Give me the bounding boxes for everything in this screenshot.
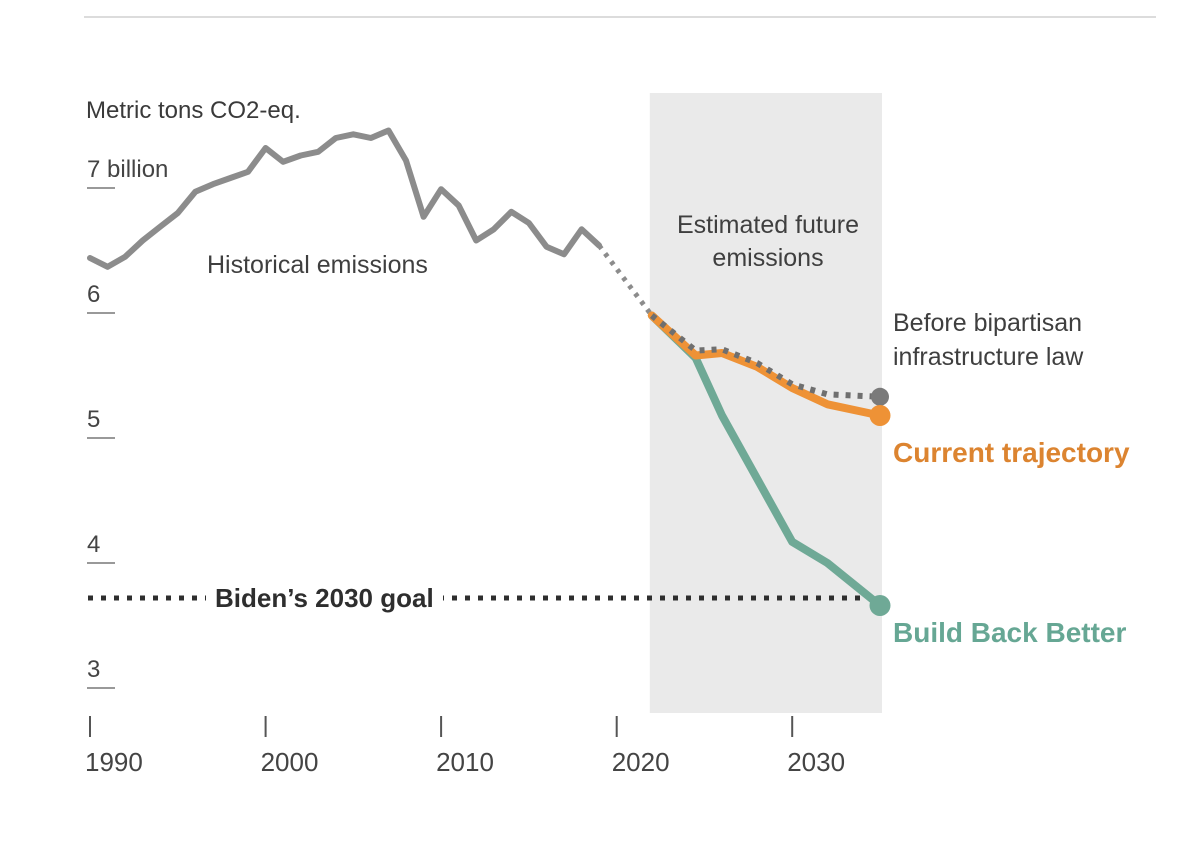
x-tick-label-2010: 2010	[436, 747, 494, 777]
current-trajectory-label: Current trajectory	[893, 437, 1130, 468]
y-tick-label-7: 7 billion	[87, 156, 168, 183]
y-tick-label-6: 6	[87, 281, 100, 308]
before-infrastructure-law-label: Before bipartisan infrastructure law	[893, 309, 1084, 371]
future-region-shading	[649, 93, 882, 713]
y-tick-label-4: 4	[87, 531, 100, 558]
historical-emissions-label: Historical emissions	[207, 251, 428, 279]
x-tick-label-2020: 2020	[612, 747, 670, 777]
top-divider-rule	[84, 16, 1156, 18]
biden-2030-goal-label: Biden’s 2030 goal	[206, 583, 443, 613]
x-tick-label-1990: 1990	[85, 747, 143, 777]
series-build-back-better-end-dot	[869, 595, 891, 616]
x-tick-label-2030: 2030	[787, 747, 845, 777]
series-current-trajectory-line	[647, 311, 884, 420]
series-estimated-recent-connector-line	[597, 243, 654, 318]
build-back-better-label: Build Back Better	[893, 617, 1127, 648]
series-current-trajectory-end-dot	[869, 405, 891, 426]
series-before-infrastructure-law-end-dot	[871, 387, 889, 406]
series-historical-line	[87, 127, 603, 270]
future-region-label: Estimated future emissions	[676, 211, 860, 272]
y-tick-label-5: 5	[87, 406, 100, 433]
series-before-infrastructure-law-line	[649, 313, 881, 400]
x-tick-label-2000: 2000	[261, 747, 319, 777]
y-tick-label-3: 3	[87, 656, 100, 683]
y-axis-unit-label: Metric tons CO2-eq.	[86, 97, 301, 124]
